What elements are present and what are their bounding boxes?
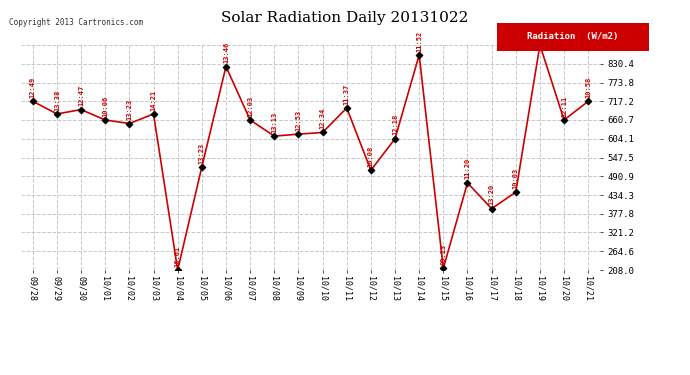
Text: 10:06: 10:06	[102, 95, 108, 117]
Point	[268, 133, 279, 139]
Point	[124, 120, 135, 126]
Point	[28, 98, 39, 104]
Text: 13:38: 13:38	[54, 89, 60, 111]
Text: 10:05: 10:05	[537, 20, 543, 42]
Text: 12:53: 12:53	[295, 110, 302, 131]
Text: 10:08: 10:08	[368, 146, 374, 167]
Point	[244, 117, 255, 123]
Text: 12:34: 12:34	[319, 108, 326, 129]
Text: Radiation  (W/m2): Radiation (W/m2)	[527, 32, 618, 41]
Point	[341, 105, 352, 111]
Text: 12:18: 12:18	[392, 114, 398, 135]
Text: 13:13: 13:13	[271, 111, 277, 133]
Text: 12:11: 12:11	[561, 95, 567, 117]
Point	[437, 266, 448, 272]
Point	[558, 117, 569, 123]
Point	[148, 111, 159, 117]
Text: 13:23: 13:23	[199, 142, 205, 164]
Text: 10:58: 10:58	[585, 76, 591, 98]
Point	[486, 206, 497, 212]
Point	[196, 164, 207, 170]
Text: 11:37: 11:37	[344, 83, 350, 105]
Point	[534, 42, 545, 48]
Point	[365, 167, 376, 173]
Text: 11:52: 11:52	[416, 30, 422, 52]
Text: 10:03: 10:03	[513, 168, 519, 189]
Point	[582, 98, 593, 104]
Text: 12:49: 12:49	[30, 76, 36, 98]
Text: 09:13: 09:13	[440, 244, 446, 265]
Text: Copyright 2013 Cartronics.com: Copyright 2013 Cartronics.com	[9, 18, 144, 27]
Point	[293, 131, 304, 137]
Point	[389, 136, 400, 142]
Point	[75, 106, 86, 112]
Text: 13:20: 13:20	[489, 184, 495, 206]
Text: 14:21: 14:21	[150, 89, 157, 111]
Point	[510, 189, 521, 195]
Point	[51, 111, 62, 117]
Text: 12:03: 12:03	[247, 95, 253, 117]
Text: 13:23: 13:23	[126, 99, 132, 120]
Point	[462, 180, 473, 186]
Text: 11:20: 11:20	[464, 158, 471, 180]
Point	[220, 63, 231, 69]
Point	[317, 129, 328, 135]
Text: 16:01: 16:01	[175, 245, 181, 267]
Point	[413, 52, 424, 58]
Text: 13:46: 13:46	[223, 42, 229, 63]
Text: 12:47: 12:47	[78, 85, 84, 106]
Point	[99, 117, 110, 123]
Point	[172, 267, 183, 273]
Text: Solar Radiation Daily 20131022: Solar Radiation Daily 20131022	[221, 11, 469, 25]
